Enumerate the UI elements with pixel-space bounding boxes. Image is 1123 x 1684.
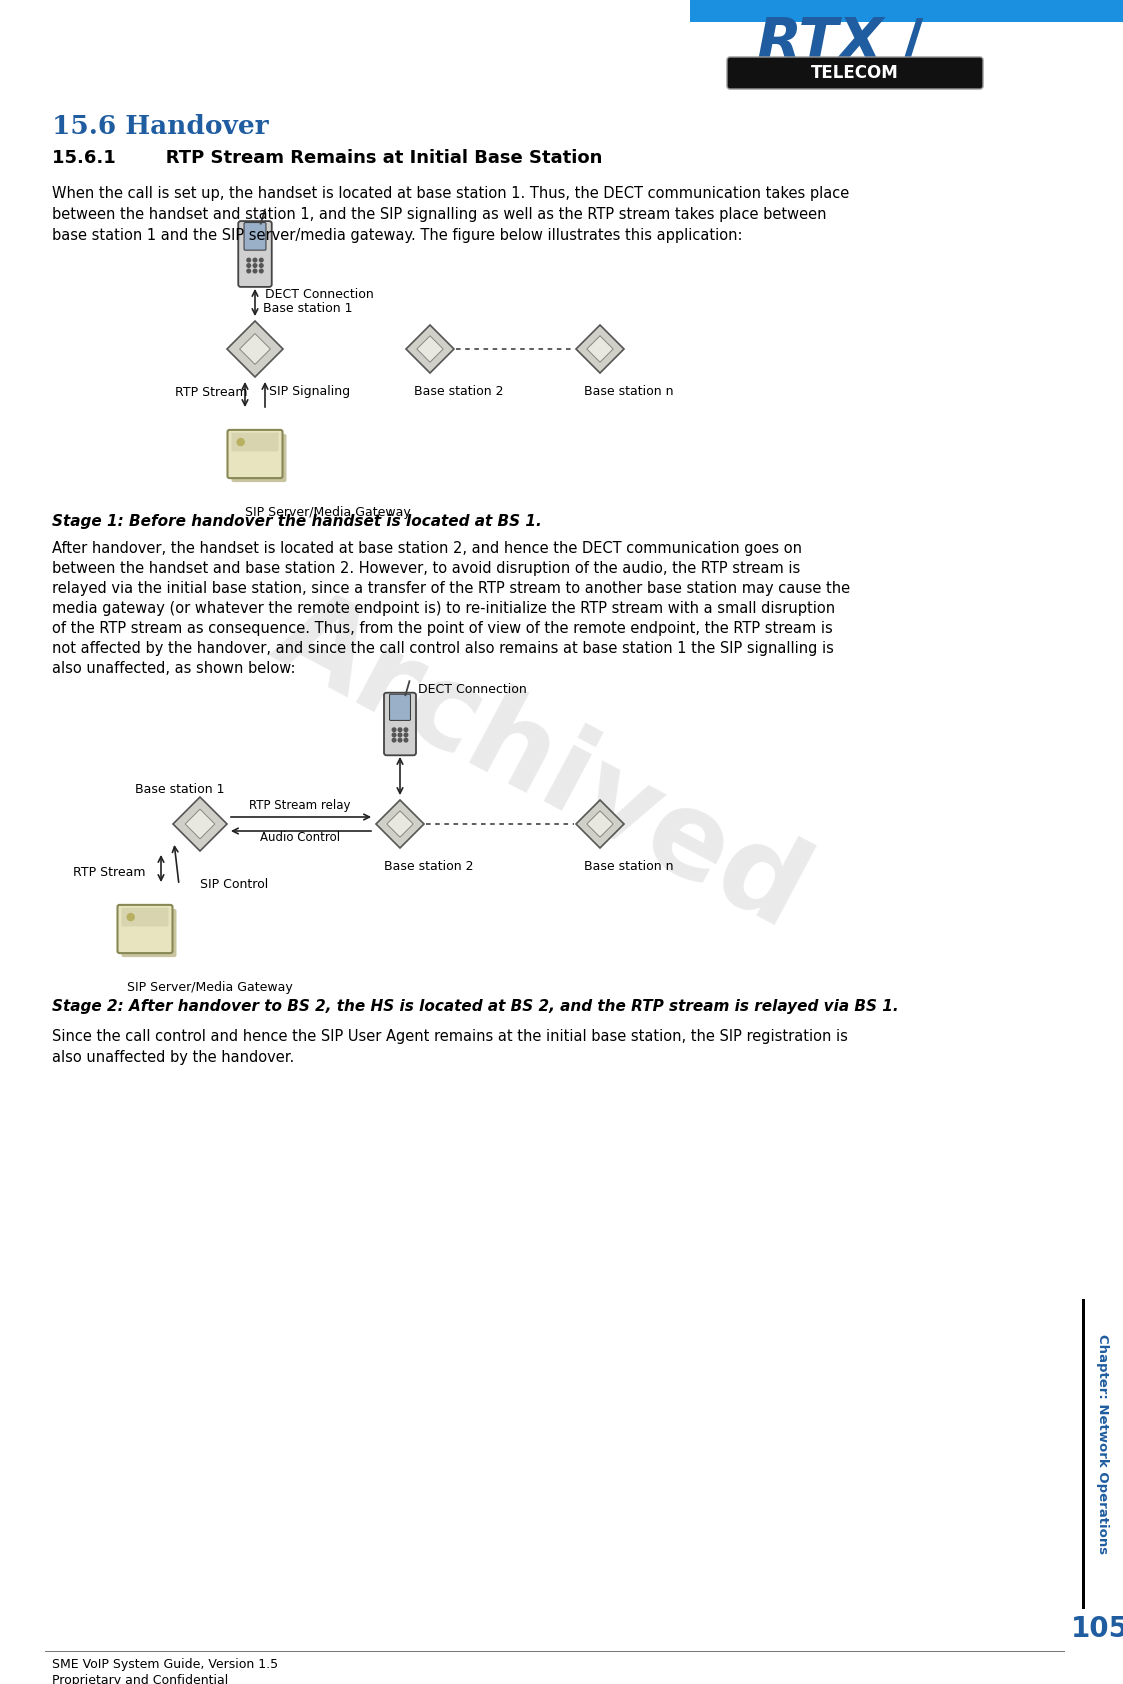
FancyBboxPatch shape	[118, 904, 173, 953]
Polygon shape	[587, 810, 613, 837]
Circle shape	[253, 269, 257, 273]
Circle shape	[392, 727, 396, 731]
FancyBboxPatch shape	[238, 221, 272, 286]
Text: 15.6.1        RTP Stream Remains at Initial Base Station: 15.6.1 RTP Stream Remains at Initial Bas…	[52, 148, 602, 167]
Text: Base station 2: Base station 2	[384, 861, 474, 872]
Circle shape	[404, 727, 408, 731]
Text: When the call is set up, the handset is located at base station 1. Thus, the DEC: When the call is set up, the handset is …	[52, 185, 849, 200]
FancyBboxPatch shape	[231, 434, 286, 482]
Text: Chapter: Network Operations: Chapter: Network Operations	[1096, 1334, 1110, 1554]
Text: Archived: Archived	[255, 576, 825, 951]
Text: also unaffected, as shown below:: also unaffected, as shown below:	[52, 662, 295, 675]
Text: 105: 105	[1071, 1615, 1123, 1644]
Circle shape	[404, 733, 408, 736]
Text: 15.6 Handover: 15.6 Handover	[52, 115, 268, 140]
Text: Since the call control and hence the SIP User Agent remains at the initial base : Since the call control and hence the SIP…	[52, 1029, 848, 1044]
Polygon shape	[407, 325, 454, 372]
Polygon shape	[587, 335, 613, 362]
Text: media gateway (or whatever the remote endpoint is) to re-initialize the RTP stre: media gateway (or whatever the remote en…	[52, 601, 836, 616]
Circle shape	[127, 913, 135, 921]
Text: /: /	[901, 17, 923, 76]
Circle shape	[399, 738, 402, 743]
Polygon shape	[227, 322, 283, 377]
Text: also unaffected by the handover.: also unaffected by the handover.	[52, 1051, 294, 1064]
FancyBboxPatch shape	[121, 908, 168, 926]
Text: Base station 2: Base station 2	[414, 386, 503, 397]
Text: SIP Control: SIP Control	[200, 877, 268, 891]
Text: Proprietary and Confidential: Proprietary and Confidential	[52, 1674, 228, 1684]
Polygon shape	[417, 335, 444, 362]
Polygon shape	[376, 800, 424, 849]
FancyBboxPatch shape	[228, 429, 283, 478]
Text: RTP Stream relay: RTP Stream relay	[249, 798, 350, 812]
Circle shape	[404, 738, 408, 743]
Text: Stage 2: After handover to BS 2, the HS is located at BS 2, and the RTP stream i: Stage 2: After handover to BS 2, the HS …	[52, 999, 898, 1014]
Text: After handover, the handset is located at base station 2, and hence the DECT com: After handover, the handset is located a…	[52, 541, 802, 556]
Circle shape	[399, 733, 402, 736]
Bar	[690, 22, 1123, 104]
Text: SME VoIP System Guide, Version 1.5: SME VoIP System Guide, Version 1.5	[52, 1659, 279, 1671]
FancyBboxPatch shape	[384, 692, 416, 756]
Polygon shape	[185, 808, 214, 839]
Text: SIP Signaling: SIP Signaling	[270, 386, 350, 399]
Text: DECT Connection: DECT Connection	[265, 288, 374, 301]
Text: base station 1 and the SIP server/media gateway. The figure below illustrates th: base station 1 and the SIP server/media …	[52, 227, 742, 242]
Text: between the handset and base station 2. However, to avoid disruption of the audi: between the handset and base station 2. …	[52, 561, 801, 576]
Polygon shape	[576, 325, 624, 372]
Polygon shape	[576, 800, 624, 849]
Bar	[1081, 1298, 1085, 1608]
Text: of the RTP stream as consequence. Thus, from the point of view of the remote end: of the RTP stream as consequence. Thus, …	[52, 621, 833, 637]
FancyBboxPatch shape	[244, 222, 266, 251]
Circle shape	[253, 264, 257, 268]
Circle shape	[259, 269, 263, 273]
Circle shape	[237, 438, 244, 446]
Bar	[690, 0, 1123, 22]
Text: Base station n: Base station n	[584, 861, 674, 872]
Circle shape	[259, 264, 263, 268]
Text: Stage 1: Before handover the handset is located at BS 1.: Stage 1: Before handover the handset is …	[52, 514, 541, 529]
Polygon shape	[173, 797, 227, 850]
Text: TELECOM: TELECOM	[811, 64, 898, 83]
Text: Audio Control: Audio Control	[259, 830, 340, 844]
Text: between the handset and station 1, and the SIP signalling as well as the RTP str: between the handset and station 1, and t…	[52, 207, 827, 222]
Circle shape	[392, 733, 396, 736]
Text: Base station n: Base station n	[584, 386, 674, 397]
Circle shape	[247, 264, 250, 268]
Circle shape	[392, 738, 396, 743]
Circle shape	[247, 258, 250, 263]
Polygon shape	[239, 333, 271, 364]
Circle shape	[259, 258, 263, 263]
Text: Base station 1: Base station 1	[263, 301, 353, 315]
Text: RTP Stream: RTP Stream	[175, 386, 247, 399]
Text: RTP Stream: RTP Stream	[73, 866, 146, 879]
Text: not affected by the handover, and since the call control also remains at base st: not affected by the handover, and since …	[52, 642, 834, 657]
Circle shape	[247, 269, 250, 273]
Text: Base station 1: Base station 1	[135, 783, 225, 797]
FancyBboxPatch shape	[390, 694, 410, 721]
Text: SIP Server/Media Gateway: SIP Server/Media Gateway	[127, 982, 293, 994]
Polygon shape	[386, 810, 413, 837]
Text: SIP Server/Media Gateway: SIP Server/Media Gateway	[245, 505, 411, 519]
Text: relayed via the initial base station, since a transfer of the RTP stream to anot: relayed via the initial base station, si…	[52, 581, 850, 596]
FancyBboxPatch shape	[231, 433, 279, 451]
FancyBboxPatch shape	[121, 909, 176, 957]
Text: DECT Connection: DECT Connection	[418, 684, 527, 695]
Circle shape	[399, 727, 402, 731]
Circle shape	[253, 258, 257, 263]
FancyBboxPatch shape	[727, 57, 983, 89]
Text: RTX: RTX	[757, 15, 884, 72]
